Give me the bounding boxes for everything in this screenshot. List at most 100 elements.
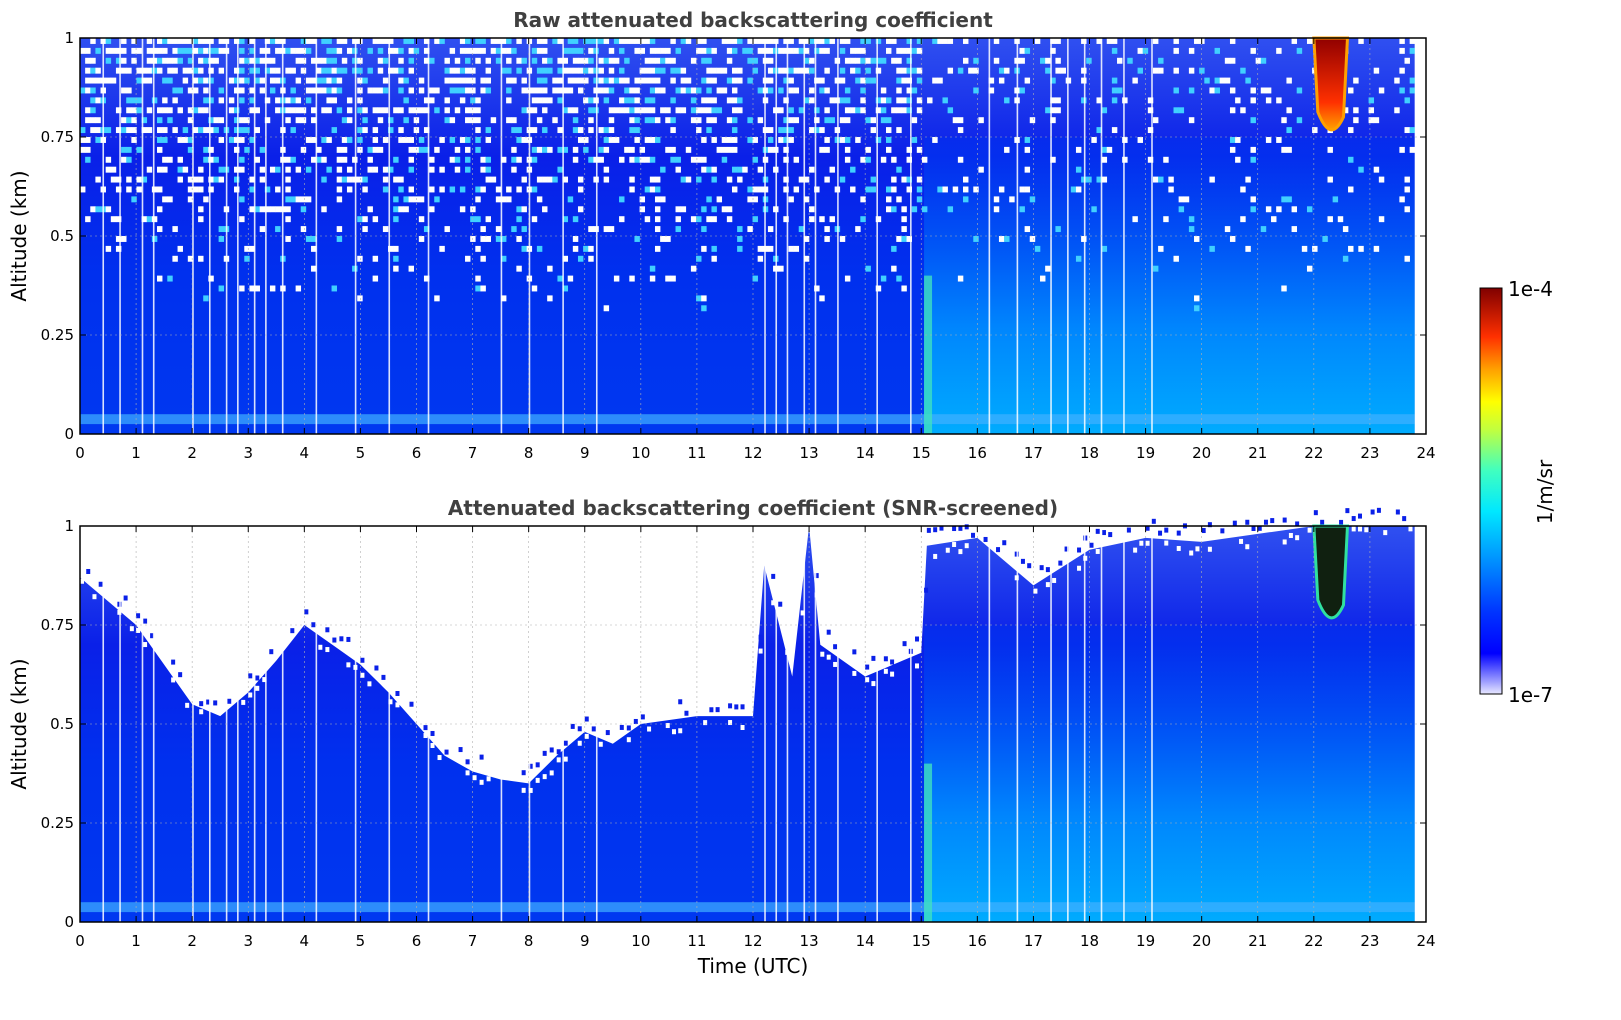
noise-speckle <box>1373 67 1380 74</box>
noise-speckle <box>418 87 425 94</box>
noise-speckle <box>157 206 163 213</box>
edge-speckle <box>444 749 449 755</box>
noise-speckle <box>213 47 219 54</box>
noise-speckle <box>1029 117 1036 124</box>
noise-speckle <box>752 156 758 163</box>
noise-speckle <box>95 176 101 183</box>
noise-speckle <box>388 67 394 74</box>
noise-speckle <box>336 67 343 74</box>
noise-speckle <box>649 265 656 272</box>
noise-speckle <box>567 47 574 54</box>
noise-speckle <box>1358 38 1364 44</box>
noise-speckle <box>711 166 717 173</box>
noise-speckle <box>767 137 774 143</box>
noise-speckle <box>644 67 651 74</box>
noise-speckle <box>665 107 671 114</box>
noise-speckle <box>382 166 389 173</box>
noise-speckle <box>157 166 163 173</box>
edge-speckle <box>619 724 624 730</box>
noise-speckle <box>1004 97 1010 104</box>
noise-speckle <box>896 67 902 74</box>
noise-speckle <box>613 57 620 64</box>
noise-speckle <box>521 57 527 64</box>
noise-speckle <box>542 127 548 134</box>
noise-speckle <box>1276 97 1282 104</box>
noise-speckle <box>275 97 281 104</box>
noise-speckle <box>285 196 291 203</box>
edge-speckle <box>890 659 895 665</box>
noise-speckle <box>721 67 728 74</box>
noise-speckle <box>1024 166 1031 173</box>
noise-speckle <box>583 146 589 153</box>
noise-speckle <box>495 226 502 233</box>
noise-speckle <box>300 146 307 153</box>
noise-speckle <box>182 127 189 134</box>
noise-speckle <box>988 87 995 94</box>
noise-speckle <box>639 196 646 203</box>
noise-speckle <box>480 186 486 193</box>
noise-speckle <box>475 245 481 252</box>
noise-speckle <box>423 47 430 54</box>
edge-speckle <box>241 699 246 705</box>
noise-speckle <box>572 245 579 252</box>
noise-speckle <box>1209 87 1215 94</box>
noise-speckle <box>357 176 363 183</box>
noise-speckle <box>870 186 877 193</box>
noise-speckle <box>536 117 543 124</box>
edge-speckle <box>178 672 183 678</box>
edge-speckle <box>227 698 232 704</box>
noise-speckle <box>685 176 692 183</box>
noise-speckle <box>567 196 574 203</box>
noise-speckle <box>901 77 907 84</box>
noise-speckle <box>731 67 738 74</box>
noise-speckle <box>1229 87 1236 94</box>
noise-speckle <box>629 97 635 104</box>
noise-speckle <box>321 87 327 94</box>
noise-speckle <box>490 117 497 124</box>
noise-speckle <box>731 166 738 173</box>
edge-speckle <box>199 701 204 707</box>
edge-speckle <box>171 659 176 665</box>
noise-speckle <box>336 176 343 183</box>
noise-speckle <box>654 245 661 252</box>
noise-speckle <box>372 146 379 153</box>
noise-speckle <box>865 38 871 44</box>
noise-speckle <box>449 47 456 54</box>
noise-speckle <box>783 77 789 84</box>
noise-speckle <box>906 87 912 94</box>
noise-speckle <box>157 146 163 153</box>
noise-speckle <box>1152 67 1159 74</box>
noise-speckle <box>511 77 517 84</box>
edge-speckle <box>563 756 568 762</box>
noise-speckle <box>1260 87 1267 94</box>
noise-speckle <box>357 137 363 143</box>
noise-speckle <box>654 206 661 213</box>
noise-speckle <box>572 127 579 134</box>
missing-profile-gap <box>803 38 806 434</box>
noise-speckle <box>331 87 337 94</box>
edge-speckle <box>206 699 211 705</box>
noise-speckle <box>1368 117 1375 124</box>
noise-speckle <box>341 38 348 44</box>
noise-speckle <box>649 57 656 64</box>
noise-speckle <box>475 216 481 223</box>
noise-speckle <box>1404 206 1410 213</box>
noise-speckle <box>1055 97 1061 104</box>
edge-speckle <box>1077 565 1082 571</box>
noise-speckle <box>844 107 851 114</box>
noise-speckle <box>187 176 194 183</box>
noise-speckle <box>475 38 481 44</box>
noise-speckle <box>654 47 661 54</box>
noise-speckle <box>90 67 96 74</box>
noise-speckle <box>352 176 358 183</box>
noise-speckle <box>254 127 260 134</box>
noise-speckle <box>670 275 676 282</box>
noise-speckle <box>521 77 527 84</box>
missing-profile-gap <box>237 38 239 434</box>
edge-speckle <box>826 654 831 660</box>
noise-speckle <box>203 295 209 302</box>
y-tick-label: 0.25 <box>41 326 74 344</box>
noise-speckle <box>870 57 877 64</box>
noise-speckle <box>485 77 492 84</box>
noise-speckle <box>747 186 753 193</box>
